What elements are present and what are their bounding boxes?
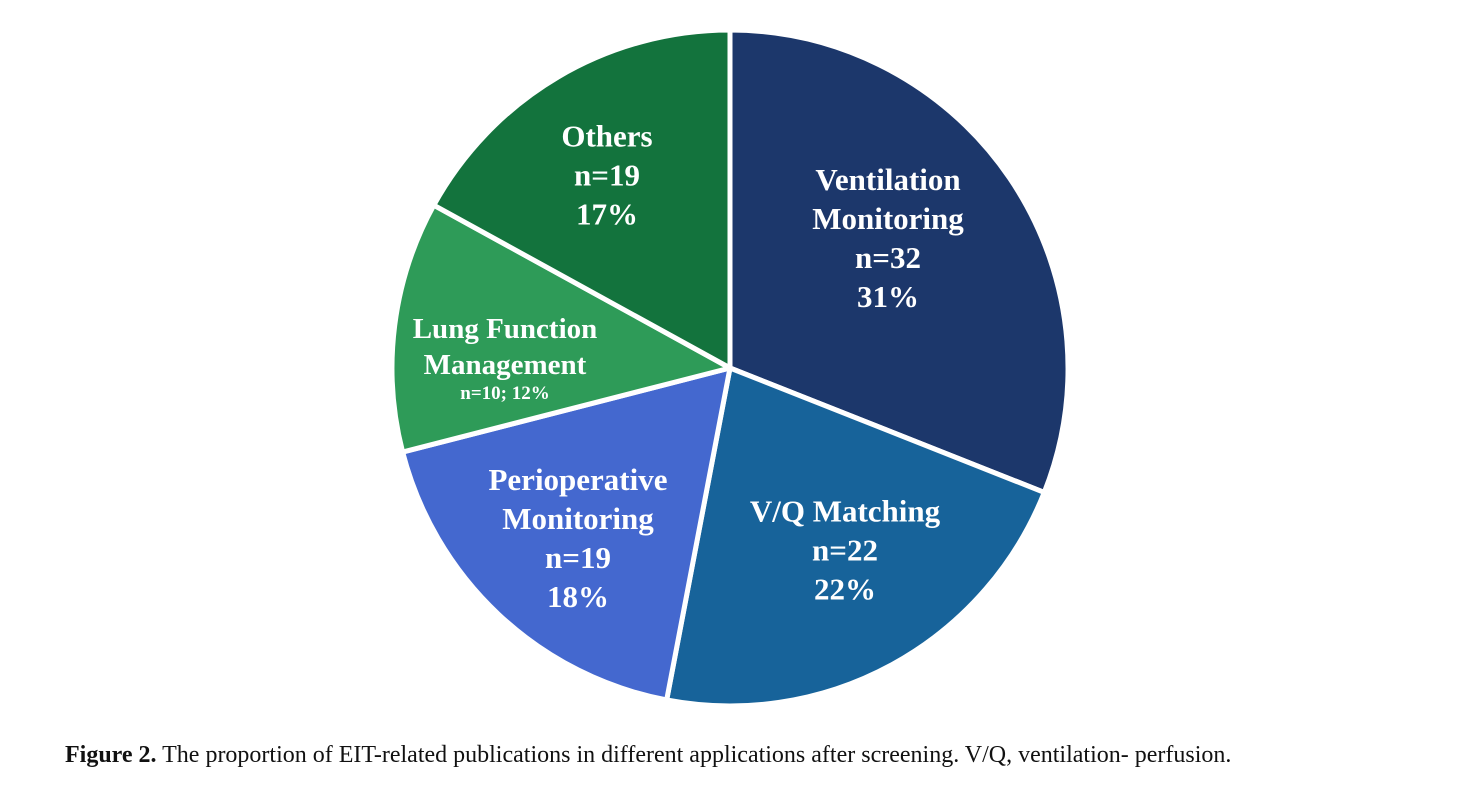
slice-label: Others n=19 17%	[532, 117, 682, 234]
value-label: n=22 22%	[812, 532, 878, 607]
value-label: n=19 18%	[545, 540, 611, 614]
slice-label: Perioperative Monitoring n=19 18%	[471, 460, 686, 616]
value-label: n=10; 12%	[460, 383, 550, 404]
caption-text: The proportion of EIT-related publicatio…	[162, 742, 1232, 768]
pie-slice	[664, 365, 1047, 709]
category-label: Lung Function Management	[412, 313, 598, 381]
category-label: Others	[561, 118, 653, 154]
pie-slice	[431, 27, 733, 371]
category-label: Perioperative Monitoring	[488, 462, 668, 536]
slice-label: Lung Function Management n=10; 12%	[388, 311, 623, 405]
value-label: n=32 31%	[855, 240, 921, 314]
caption: Figure 2. The proportion of EIT-related …	[65, 742, 1231, 769]
slice-label: Ventilation Monitoring n=32 31%	[788, 160, 988, 316]
pie-slice	[389, 202, 733, 455]
pie-slice	[400, 365, 733, 703]
pie-slice	[727, 27, 1071, 495]
category-label: V/Q Matching	[749, 493, 941, 529]
slice-label: V/Q Matching n=22 22%	[715, 492, 975, 609]
category-label: Ventilation Monitoring	[812, 162, 964, 236]
caption-label: Figure 2.	[65, 742, 157, 768]
value-label: n=19 17%	[574, 157, 640, 232]
